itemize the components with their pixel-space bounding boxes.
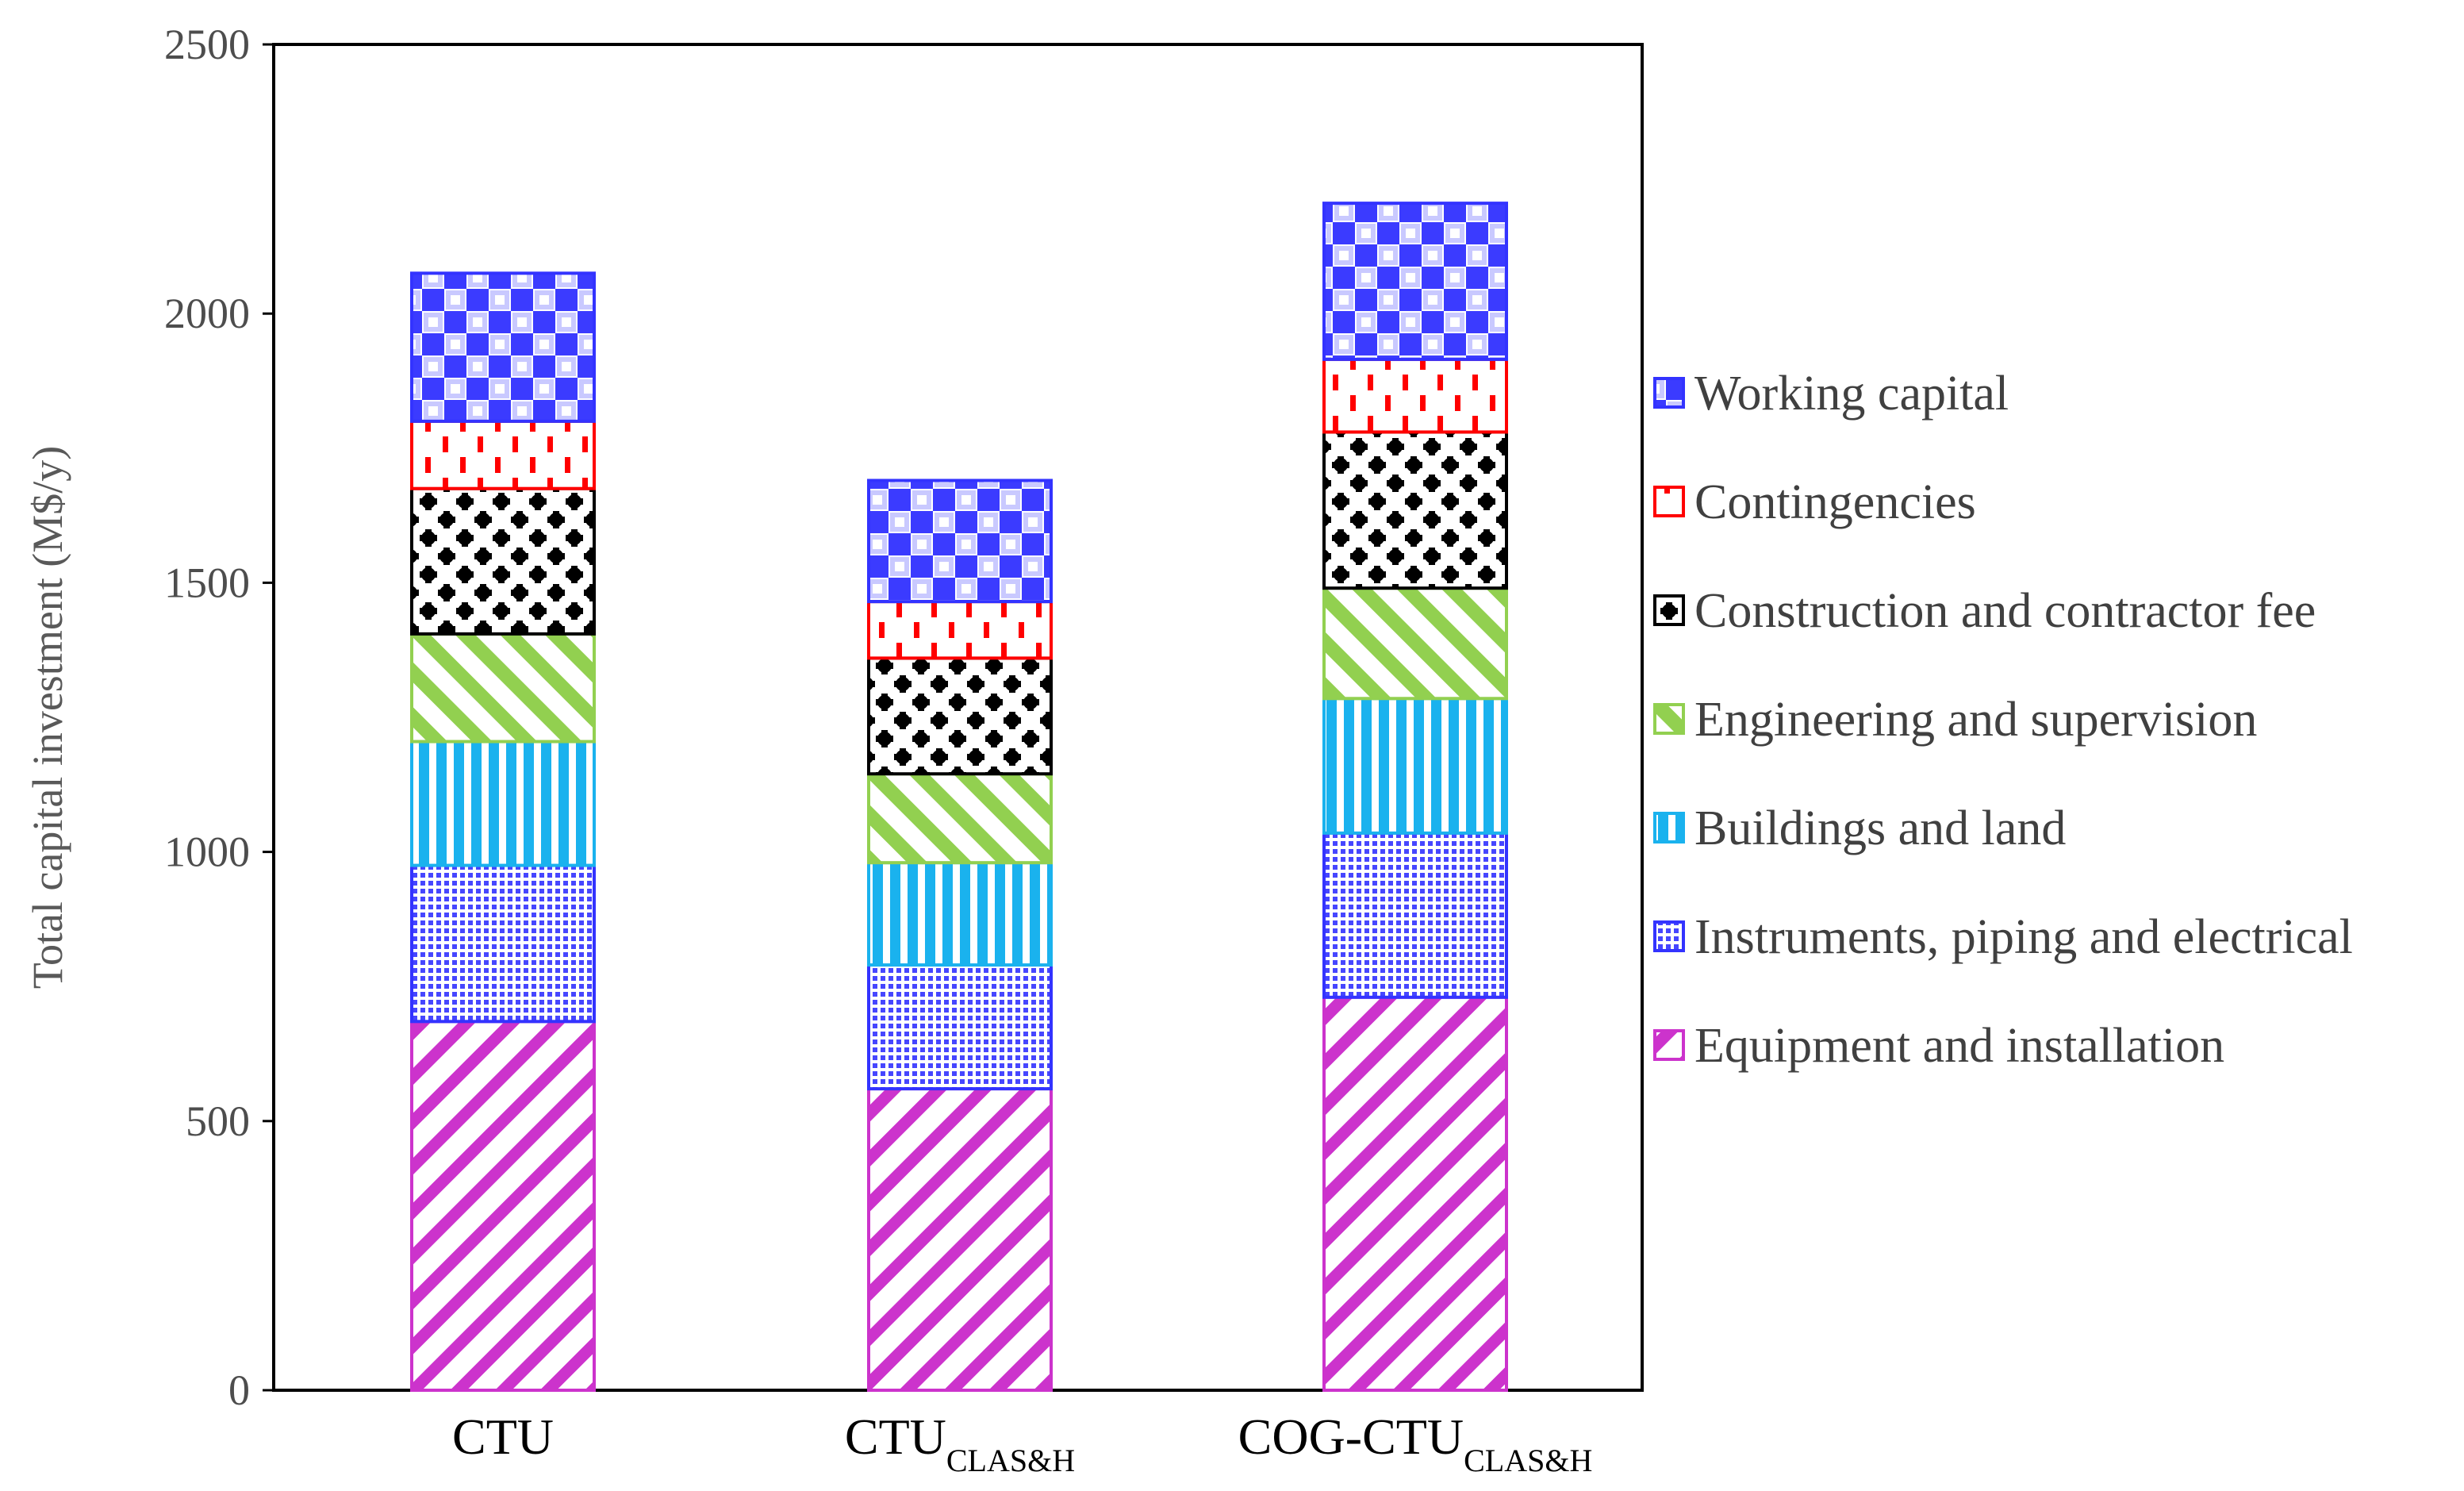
bar-instruments-piping-and-electrical-3: [1322, 831, 1508, 999]
y-tick-label: 1000: [164, 828, 250, 876]
bar-construction-and-contractor-fee-2: [867, 656, 1053, 776]
y-tick-label: 2500: [164, 21, 250, 68]
legend-swatch-instruments-piping-and-electrical: [1653, 920, 1685, 952]
legend-label-construction-and-contractor-fee: Construction and contractor fee: [1694, 584, 2316, 638]
x-tick-label-2: CTUCLAS&H: [845, 1408, 1075, 1478]
y-tick-label: 2000: [164, 290, 250, 337]
y-axis-title: Total capital investment (M$/y): [24, 446, 71, 990]
bar-instruments-piping-and-electrical-1: [410, 863, 596, 1024]
bars-layer: [410, 202, 1508, 1393]
bar-engineering-and-supervision-1: [410, 632, 596, 744]
bar-buildings-and-land-2: [867, 861, 1053, 967]
bar-engineering-and-supervision-3: [1322, 586, 1508, 701]
x-tick-label-1: CTU: [452, 1408, 554, 1465]
axes-layer: 0 500 1000 1500 2000 2500 Total capital invest…: [24, 21, 1592, 1478]
bar-working-capital-1: [410, 271, 596, 423]
legend-label-equipment-and-installation: Equipment and installation: [1694, 1019, 2224, 1073]
legend-swatch-equipment-and-installation: [1653, 1029, 1685, 1061]
bar-contingencies-2: [867, 600, 1053, 660]
bar-contingencies-1: [410, 419, 596, 490]
bar-equipment-and-installation-1: [410, 1020, 596, 1393]
y-tick-label: 1500: [164, 559, 250, 606]
bar-construction-and-contractor-fee-1: [410, 486, 596, 636]
x-tick-label-3: COG-CTUCLAS&H: [1238, 1408, 1593, 1478]
bar-contingencies-3: [1322, 357, 1508, 434]
bar-buildings-and-land-3: [1322, 697, 1508, 835]
y-tick-label: 500: [186, 1097, 250, 1145]
legend-swatch-working-capital: [1653, 377, 1685, 409]
bar-working-capital-3: [1322, 202, 1508, 361]
legend-label-buildings-and-land: Buildings and land: [1694, 801, 2066, 855]
legend-label-contingencies: Contingencies: [1694, 475, 1976, 529]
bar-buildings-and-land-1: [410, 740, 596, 867]
y-tick-label: 0: [228, 1366, 250, 1414]
bar-engineering-and-supervision-2: [867, 772, 1053, 865]
bar-equipment-and-installation-2: [867, 1087, 1053, 1392]
bar-construction-and-contractor-fee-3: [1322, 430, 1508, 590]
legend-label-engineering-and-supervision: Engineering and supervision: [1694, 693, 2257, 747]
legend-swatch-buildings-and-land: [1653, 812, 1685, 843]
bar-instruments-piping-and-electrical-2: [867, 963, 1053, 1091]
legend-label-instruments-piping-and-electrical: Instruments, piping and electrical: [1694, 910, 2353, 964]
legend-swatch-engineering-and-supervision: [1653, 703, 1685, 735]
legend-swatch-contingencies: [1653, 486, 1685, 517]
bar-equipment-and-installation-3: [1322, 995, 1508, 1392]
legend-swatch-construction-and-contractor-fee: [1653, 594, 1685, 626]
legend: Working capital Contingencies Construction…: [1653, 367, 2353, 1073]
bar-working-capital-2: [867, 478, 1053, 604]
legend-label-working-capital: Working capital: [1694, 367, 2009, 421]
